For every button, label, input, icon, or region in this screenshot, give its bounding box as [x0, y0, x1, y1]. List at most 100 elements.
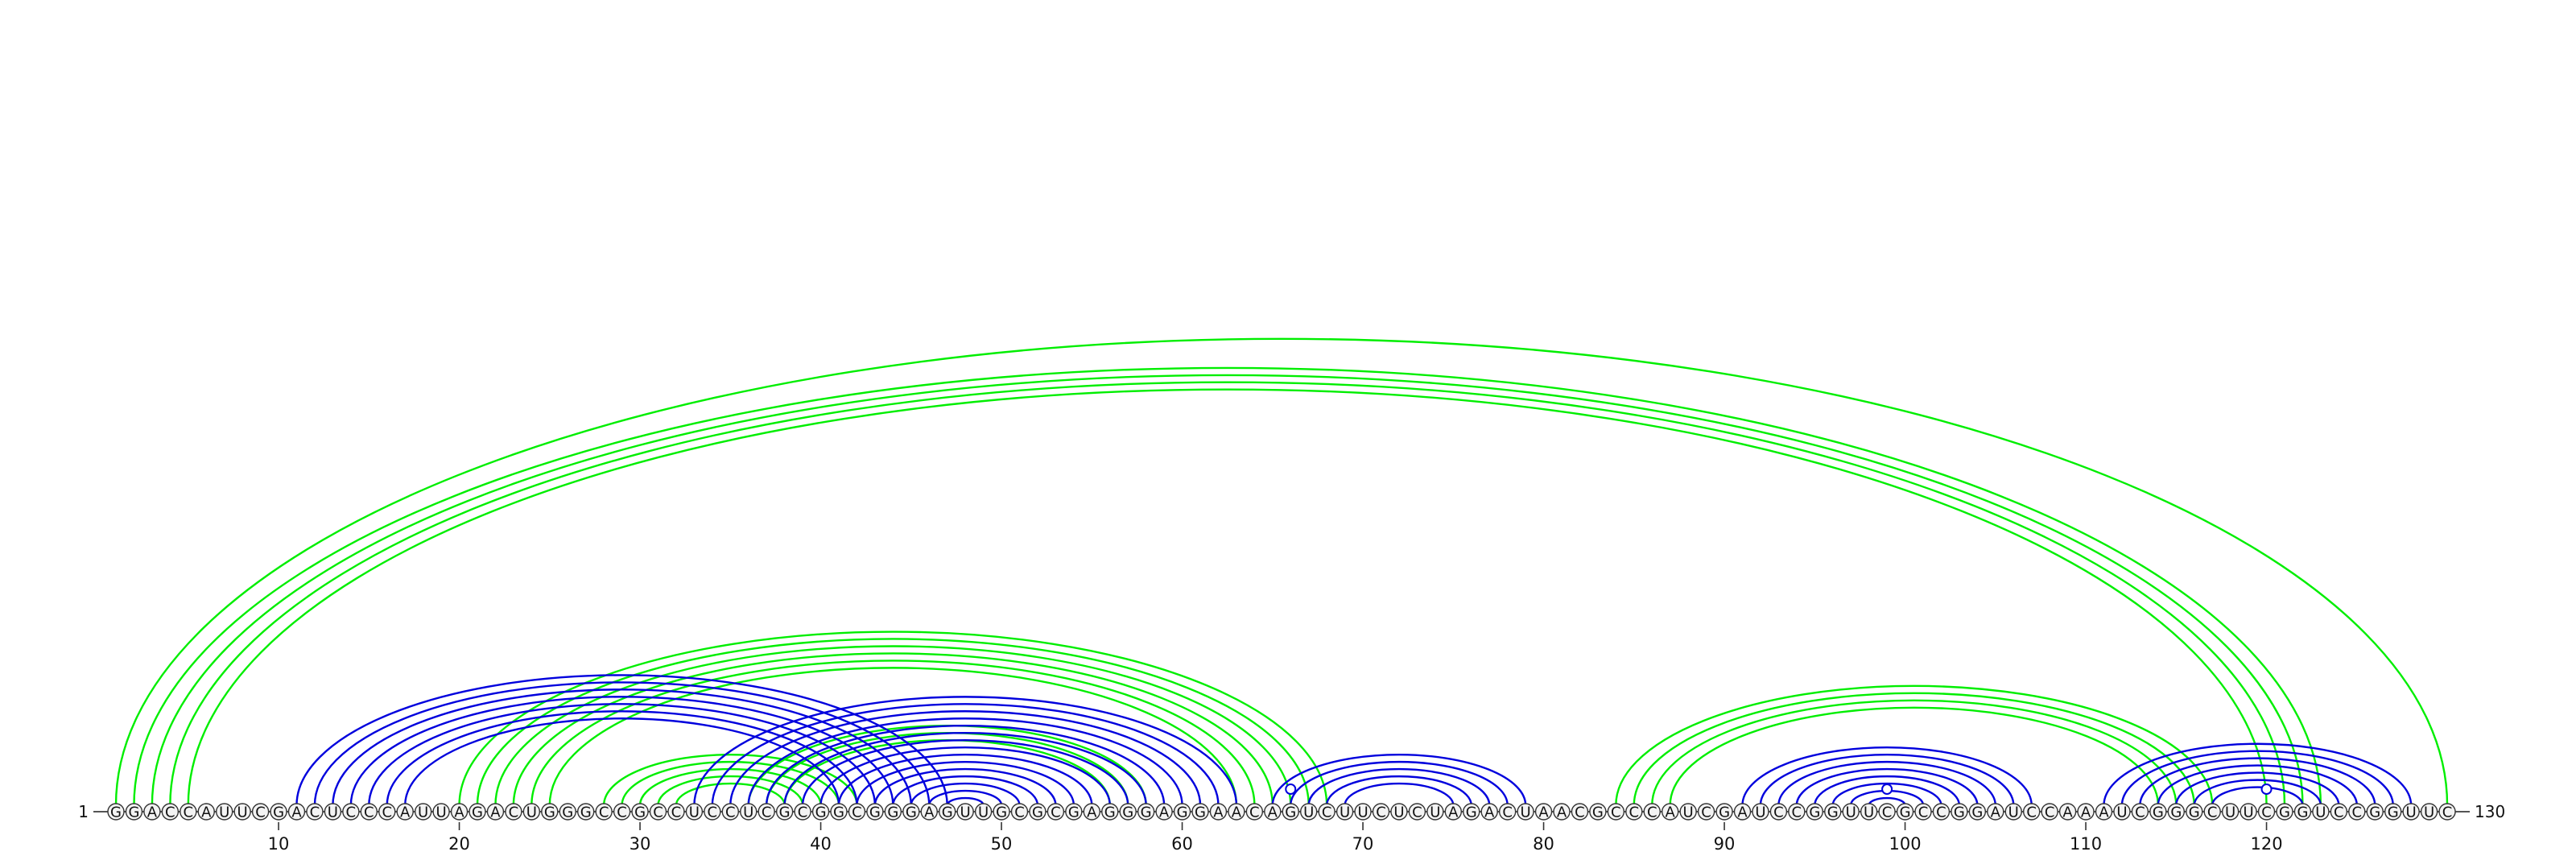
nucleotide-circle: [938, 803, 956, 821]
nucleotide: C: [505, 803, 522, 821]
nucleotide: A: [1264, 803, 1282, 821]
nucleotide-letter: G: [1954, 804, 1965, 821]
nucleotide-circle: [559, 803, 576, 821]
nucleotide-circle: [1932, 803, 1951, 821]
pair-arc-37-59: [766, 725, 1166, 806]
tick-label: 70: [1352, 834, 1374, 854]
nucleotide-letter: G: [472, 804, 483, 821]
nucleotide: C: [1697, 803, 1715, 821]
nucleotide: C: [2022, 803, 2041, 821]
tick-label: 120: [2251, 834, 2283, 854]
nucleotide-circle: [1245, 803, 1264, 821]
nucleotide: C: [1769, 803, 1788, 821]
nucleotide-circle: [1408, 803, 1426, 821]
nucleotide: C: [1010, 803, 1029, 821]
nucleotide-circle: [1607, 803, 1625, 821]
nucleotide-letter: C: [2261, 804, 2272, 821]
nucleotide-letter: U: [436, 804, 447, 821]
nucleotide-circle: [107, 803, 125, 821]
nucleotide-letter: C: [346, 804, 357, 821]
tick-label: 110: [2070, 834, 2102, 854]
nucleotide: U: [1679, 803, 1697, 821]
nucleotide: U: [1517, 803, 1534, 821]
pair-arc-44-52: [892, 775, 1039, 806]
nucleotide-letter: A: [924, 804, 935, 821]
nucleotide-circle: [1914, 803, 1932, 821]
nucleotide-circle: [884, 803, 902, 821]
nucleotide-circle: [2149, 803, 2167, 821]
pair-arc-14-44: [349, 696, 894, 806]
nucleotide-circle: [324, 803, 342, 821]
nucleotide: C: [1788, 803, 1806, 821]
nucleotide-circle: [1480, 803, 1498, 821]
nucleotide-circle: [1029, 803, 1046, 821]
nucleotide-letter: U: [2244, 804, 2254, 821]
nucleotide-circle: [1354, 803, 1372, 821]
nucleotide: A: [1661, 803, 1679, 821]
nucleotide-circle: [920, 803, 938, 821]
nucleotide: C: [306, 803, 324, 821]
nucleotide: U: [2312, 803, 2330, 821]
nucleotide-letter: G: [779, 804, 791, 821]
nucleotide-letter: C: [1249, 804, 1260, 821]
nucleotide-letter: A: [2081, 804, 2091, 821]
nucleotide-letter: C: [1376, 804, 1386, 821]
nucleotide-circle: [469, 803, 486, 821]
nucleotide-circle: [2240, 803, 2257, 821]
nucleotide-letter: G: [2170, 804, 2182, 821]
nucleotide-letter: A: [1666, 804, 1676, 821]
pair-arc-34-62: [711, 703, 1220, 806]
tick-label: 90: [1714, 834, 1736, 854]
nucleotide-letter: U: [743, 804, 753, 821]
pair-arc-41-55: [837, 753, 1093, 806]
nucleotide: G: [775, 803, 794, 821]
nucleotide-letter: C: [382, 804, 392, 821]
pair-arc-85-116: [1633, 692, 2195, 806]
nucleotide-letter: A: [1087, 804, 1097, 821]
pair-arc-87-114: [1669, 706, 2160, 806]
nucleotide-circle: [1335, 803, 1354, 821]
nucleotide: C: [848, 803, 866, 821]
nucleotide-circle: [1788, 803, 1806, 821]
pair-arc-21-67: [476, 638, 1310, 806]
nucleotide-letter: A: [454, 804, 464, 821]
nucleotide-letter: U: [2116, 804, 2127, 821]
nucleotide-letter: C: [708, 804, 718, 821]
nucleotide-circle: [1643, 803, 1661, 821]
nucleotide: G: [107, 803, 125, 821]
nucleotide-letter: C: [1014, 804, 1025, 821]
nucleotide-circle: [450, 803, 469, 821]
nucleotide-circle: [2095, 803, 2113, 821]
nucleotide-letter: G: [2279, 804, 2290, 821]
nucleotide-letter: C: [2135, 804, 2145, 821]
pair-arc-113-126: [2139, 757, 2376, 806]
nucleotide-letter: A: [1484, 804, 1495, 821]
pair-arc-23-65: [512, 652, 1274, 806]
nucleotide-letter: C: [1647, 804, 1657, 821]
nucleotide-circle: [830, 803, 848, 821]
pair-arc-95-103: [1814, 775, 1961, 806]
nucleotide-letter: C: [1701, 804, 1711, 821]
pair-arc-28-42: [602, 753, 858, 806]
nucleotide: G: [811, 803, 830, 821]
nucleotide-letter: A: [1737, 804, 1748, 821]
nucleotide-circle: [2276, 803, 2293, 821]
nucleotide-circle: [1534, 803, 1553, 821]
nucleotide: C: [721, 803, 739, 821]
nucleotide: A: [143, 803, 161, 821]
nucleotide-letter: U: [526, 804, 537, 821]
nucleotide-letter: C: [255, 804, 266, 821]
tick-label: 60: [1171, 834, 1193, 854]
nucleotide-circle: [1625, 803, 1643, 821]
nucleotide: U: [432, 803, 450, 821]
nucleotide-circle: [1173, 803, 1191, 821]
nucleotide: U: [522, 803, 541, 821]
nucleotide-circle: [1733, 803, 1752, 821]
nucleotide-circle: [1299, 803, 1318, 821]
nucleotide-letter: A: [1213, 804, 1224, 821]
nucleotide: A: [2058, 803, 2077, 821]
nucleotide-circle: [180, 803, 197, 821]
nucleotide: G: [1119, 803, 1137, 821]
pair-arc-38-58: [783, 732, 1147, 806]
nucleotide-letter: G: [2369, 804, 2380, 821]
